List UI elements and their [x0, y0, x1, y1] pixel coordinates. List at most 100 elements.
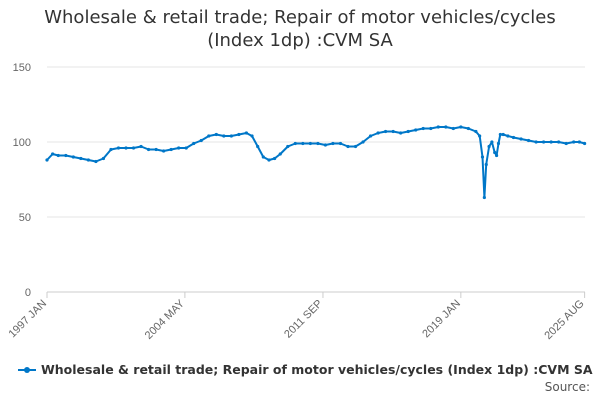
data-point-14: [146, 147, 151, 152]
data-point-51: [414, 128, 418, 132]
data-point-12: [131, 146, 136, 150]
data-point-47: [384, 129, 388, 134]
data-point-0: [45, 158, 49, 162]
data-point-15: [154, 147, 158, 152]
data-point-81: [577, 140, 581, 144]
data-point-75: [534, 140, 538, 144]
data-point-68: [496, 141, 501, 146]
y-tick-label-100: 100: [13, 137, 31, 149]
data-point-21: [199, 138, 203, 143]
data-point-69: [498, 132, 502, 137]
data-point-27: [244, 131, 248, 135]
y-tick-label-50: 50: [19, 212, 31, 224]
data-point-76: [542, 140, 546, 144]
y-tick-label-150: 150: [13, 62, 31, 74]
data-point-16: [162, 149, 166, 153]
data-point-35: [293, 141, 297, 146]
data-point-44: [361, 140, 365, 144]
data-point-13: [139, 144, 143, 149]
source-label: Source:: [544, 380, 590, 394]
data-point-39: [323, 143, 328, 147]
x-tick-label-0: 1997 JAN: [6, 298, 49, 341]
data-point-63: [484, 162, 488, 167]
data-point-40: [331, 141, 335, 146]
data-point-33: [278, 152, 282, 156]
data-point-49: [399, 131, 403, 135]
chart-title-line-1: Wholesale & retail trade; Repair of moto…: [44, 7, 556, 28]
data-point-7: [94, 159, 98, 164]
data-point-4: [71, 155, 75, 159]
data-point-71: [506, 134, 510, 138]
data-point-28: [250, 134, 254, 138]
x-tick-label-1: 2004 MAY: [143, 297, 188, 342]
chart-title-line-2: (Index 1dp) :CVM SA: [207, 30, 393, 51]
series-line-0: [46, 126, 585, 199]
data-point-38: [316, 141, 320, 146]
data-point-30: [261, 155, 265, 159]
y-tick-label-0: 0: [25, 287, 31, 299]
data-point-36: [301, 141, 305, 146]
data-point-11: [124, 146, 128, 150]
data-point-74: [526, 138, 531, 143]
x-tick-label-3: 2019 JAN: [420, 298, 463, 341]
data-point-77: [549, 140, 553, 144]
data-point-48: [391, 129, 395, 134]
data-point-66: [493, 150, 497, 155]
data-point-29: [256, 144, 260, 149]
data-point-67: [494, 153, 499, 158]
data-point-57: [459, 125, 463, 129]
data-point-54: [436, 125, 440, 129]
data-point-5: [79, 156, 83, 161]
data-point-17: [169, 147, 173, 152]
data-point-78: [557, 140, 561, 144]
data-point-6: [86, 158, 90, 162]
legend-swatch: [18, 365, 36, 375]
data-point-34: [286, 144, 290, 149]
data-point-64: [487, 144, 491, 149]
data-point-8: [101, 156, 106, 161]
data-point-43: [353, 144, 358, 149]
chart-title: Wholesale & retail trade; Repair of moto…: [0, 6, 600, 52]
data-point-50: [406, 129, 410, 134]
data-point-42: [346, 144, 350, 149]
data-point-1: [51, 152, 55, 156]
data-point-59: [474, 129, 478, 134]
data-point-10: [116, 146, 121, 150]
data-point-37: [308, 141, 312, 146]
data-point-46: [376, 131, 380, 135]
data-point-45: [368, 134, 373, 138]
data-point-65: [490, 140, 494, 144]
data-point-79: [564, 141, 568, 146]
data-point-20: [192, 141, 196, 146]
legend[interactable]: Wholesale & retail trade; Repair of moto…: [18, 362, 593, 377]
x-tick-label-2: 2011 SEP: [282, 298, 325, 341]
data-point-70: [501, 132, 505, 137]
data-point-62: [482, 195, 486, 200]
data-point-3: [64, 153, 68, 158]
data-point-23: [214, 132, 218, 137]
data-point-58: [466, 126, 470, 131]
data-point-80: [572, 140, 576, 144]
legend-label: Wholesale & retail trade; Repair of moto…: [41, 362, 593, 377]
data-point-72: [511, 135, 516, 140]
data-point-32: [273, 156, 277, 161]
data-point-18: [177, 146, 181, 150]
data-point-9: [109, 147, 113, 152]
data-point-22: [207, 134, 211, 138]
data-point-56: [451, 126, 455, 131]
data-point-52: [421, 126, 425, 131]
data-point-31: [267, 158, 271, 162]
data-point-53: [429, 126, 433, 131]
data-point-24: [222, 134, 226, 138]
data-point-25: [229, 134, 233, 138]
data-point-60: [478, 134, 482, 138]
data-point-41: [338, 141, 343, 146]
data-point-19: [184, 146, 188, 150]
data-point-61: [480, 155, 485, 159]
data-point-73: [519, 137, 523, 141]
data-point-26: [237, 132, 241, 137]
data-point-82: [583, 141, 587, 146]
x-tick-label-4: 2025 AUG: [542, 298, 586, 342]
data-point-2: [56, 153, 60, 158]
